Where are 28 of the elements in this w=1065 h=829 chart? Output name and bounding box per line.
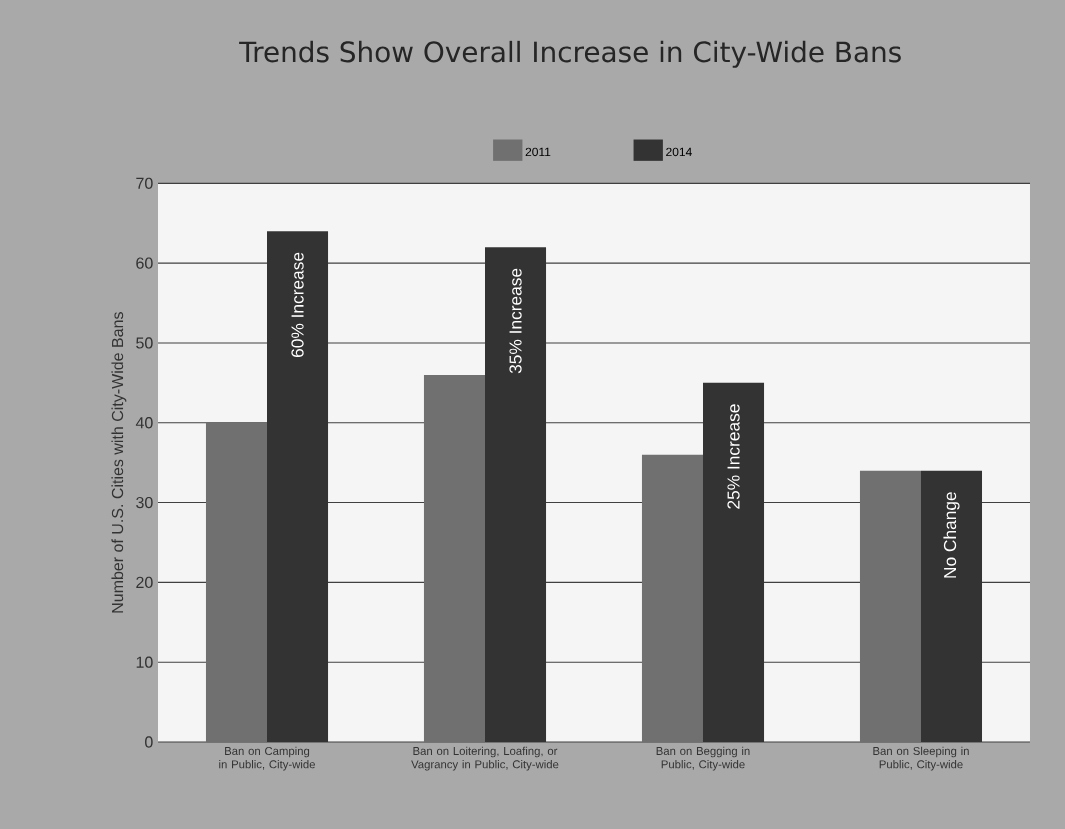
bar bbox=[485, 247, 547, 742]
y-tick-label: 70 bbox=[136, 177, 153, 189]
chart-title: Trends Show Overall Increase in City-Wide Bans bbox=[239, 40, 901, 68]
y-tick-label: 10 bbox=[136, 656, 153, 668]
y-axis-title: Number of U.S. Cities with City-Wide Bans bbox=[111, 312, 127, 613]
y-tick-label: 50 bbox=[136, 337, 153, 349]
bar bbox=[205, 422, 268, 742]
legend-label: 2011 bbox=[525, 147, 551, 157]
annotation: No Change bbox=[943, 492, 960, 578]
x-tick-label: Ban on Camping in Public, City-wide bbox=[219, 746, 315, 771]
x-tick-label: Ban on Sleeping in Public, City-wide bbox=[873, 746, 969, 771]
bar bbox=[703, 382, 765, 742]
bar bbox=[641, 454, 703, 742]
x-tick-label: Ban on Loitering, Loafing, or Vagrancy in Public, City-wide bbox=[411, 746, 559, 771]
annotation: 60% Increase bbox=[291, 252, 304, 358]
bar bbox=[859, 470, 921, 742]
legend-label: 2014 bbox=[666, 147, 692, 157]
y-tick-label: 40 bbox=[135, 417, 153, 429]
y-tick-label: 60 bbox=[136, 257, 153, 269]
bar bbox=[921, 470, 983, 742]
y-tick-label: 30 bbox=[136, 496, 153, 509]
x-tick-label: Ban on Begging in Public, City-wide bbox=[656, 746, 750, 771]
y-tick-label: 0 bbox=[145, 736, 153, 748]
y-tick-label: 20 bbox=[136, 576, 153, 589]
annotation: 35% Increase bbox=[509, 268, 522, 374]
annotation: 25% Increase bbox=[727, 404, 740, 509]
bar bbox=[267, 231, 329, 742]
bar bbox=[423, 374, 485, 742]
